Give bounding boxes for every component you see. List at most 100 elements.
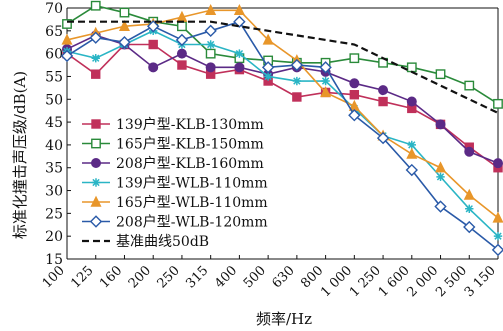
- legend-label: 139户型-WLB-110mm: [116, 175, 268, 192]
- data-point: [60, 49, 74, 63]
- legend-label: 208户型-KLB-160mm: [116, 155, 264, 172]
- x-tick-label: 500: [241, 263, 269, 291]
- legend-item: 208户型-WLB-120mm: [82, 214, 268, 231]
- legend-item: 139户型-KLB-130mm: [82, 116, 264, 133]
- data-point: [292, 92, 302, 102]
- y-tick-label: 60: [45, 47, 63, 63]
- data-point: [61, 33, 73, 45]
- data-point: [206, 40, 215, 49]
- x-tick-label: 400: [212, 263, 240, 291]
- legend-marker: [91, 178, 101, 187]
- series-2: [62, 0, 503, 109]
- data-point: [118, 36, 131, 49]
- data-point: [349, 78, 360, 89]
- data-point: [205, 48, 216, 59]
- data-point: [491, 243, 503, 257]
- data-point: [465, 204, 474, 213]
- data-point: [463, 220, 476, 234]
- data-point: [348, 109, 361, 122]
- data-point: [177, 60, 187, 70]
- data-point: [261, 61, 275, 74]
- data-point: [406, 147, 418, 159]
- legend-item: 139户型-WLB-110mm: [82, 175, 268, 192]
- legend-marker: [90, 195, 102, 207]
- data-point: [320, 86, 332, 98]
- x-tick-label: 315: [183, 263, 211, 291]
- data-point: [89, 31, 102, 44]
- data-point: [147, 20, 160, 33]
- y-tick-label: 40: [45, 138, 63, 154]
- series-7: [67, 20, 499, 114]
- legend-item: 165户型-KLB-150mm: [82, 136, 264, 153]
- y-tick-label: 30: [45, 184, 63, 200]
- y-tick-label: 20: [45, 229, 63, 245]
- data-point: [118, 19, 130, 31]
- data-point: [349, 90, 360, 100]
- data-point: [62, 19, 72, 29]
- data-point: [205, 3, 217, 15]
- legend-label: 165户型-KLB-150mm: [116, 136, 264, 153]
- legend-label: 208户型-WLB-120mm: [116, 214, 268, 231]
- data-point: [148, 62, 159, 73]
- data-point: [434, 200, 447, 213]
- data-point: [175, 33, 189, 47]
- data-point: [319, 61, 332, 74]
- legend-label: 基准曲线50dB: [116, 233, 209, 250]
- x-axis-label: 频率/Hz: [256, 310, 312, 328]
- data-point: [464, 146, 475, 157]
- series-line: [66, 4, 499, 105]
- data-point: [205, 62, 216, 73]
- data-point: [492, 211, 503, 223]
- data-point: [91, 69, 101, 79]
- data-point: [321, 76, 330, 86]
- y-tick-label: 15: [45, 252, 63, 268]
- data-point: [406, 62, 417, 73]
- data-point: [177, 21, 187, 32]
- data-point: [493, 158, 503, 169]
- x-tick-label: 2 500: [433, 263, 470, 300]
- data-point: [436, 172, 445, 182]
- data-point: [262, 33, 274, 45]
- data-point: [349, 53, 360, 64]
- legend-marker: [91, 138, 101, 149]
- x-tick-label: 1 000: [318, 263, 355, 300]
- legend-item: 165户型-WLB-110mm: [82, 194, 268, 211]
- x-tick-label: 1 600: [376, 263, 413, 300]
- data-point: [263, 72, 273, 81]
- data-point: [233, 3, 245, 15]
- legend-label: 139户型-KLB-130mm: [116, 116, 264, 133]
- data-point: [493, 231, 503, 241]
- data-point: [204, 24, 217, 38]
- legend-item: 基准曲线50dB: [82, 233, 209, 250]
- series-line: [66, 34, 499, 164]
- series-6: [60, 15, 503, 257]
- legend-marker: [91, 158, 101, 168]
- data-point: [234, 62, 245, 73]
- x-tick-label: 200: [126, 263, 154, 291]
- x-tick-label: 3 150: [462, 263, 499, 300]
- y-tick-label: 55: [45, 69, 63, 85]
- data-point: [119, 7, 130, 18]
- x-tick-label: 100: [40, 263, 68, 291]
- data-point: [464, 80, 475, 91]
- data-point: [405, 163, 418, 177]
- data-point: [376, 131, 390, 145]
- data-point: [435, 69, 446, 80]
- y-tick-label: 45: [45, 115, 63, 131]
- legend-marker: [89, 215, 103, 228]
- x-tick-label: 2 000: [404, 263, 441, 300]
- data-point: [233, 15, 246, 28]
- data-point: [290, 58, 304, 72]
- data-point: [435, 119, 446, 130]
- series-line: [66, 20, 499, 251]
- y-axis-label: 标准化撞击声压级/dB(A): [11, 71, 29, 239]
- series-line: [66, 9, 499, 219]
- y-tick-label: 50: [45, 92, 63, 108]
- series-line: [67, 20, 499, 114]
- data-point: [435, 161, 447, 173]
- legend-label: 165户型-WLB-110mm: [116, 194, 268, 211]
- data-point: [407, 140, 416, 150]
- data-point: [235, 49, 244, 58]
